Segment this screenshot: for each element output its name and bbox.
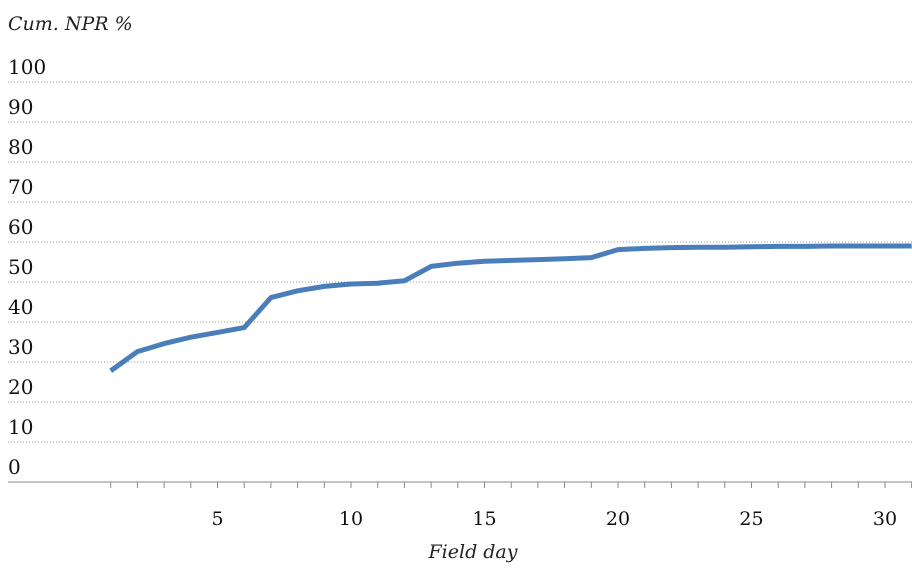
data-point-9 bbox=[322, 284, 327, 289]
y-tick-label-70: 70 bbox=[8, 175, 33, 199]
data-point-7 bbox=[268, 295, 273, 300]
data-point-18 bbox=[562, 256, 567, 261]
data-point-15 bbox=[482, 259, 487, 264]
x-tick-labels: 5 10 15 20 25 30 bbox=[211, 508, 897, 530]
data-point-22 bbox=[669, 245, 674, 250]
y-tick-label-40: 40 bbox=[8, 295, 33, 319]
data-point-26 bbox=[776, 244, 781, 249]
data-point-1 bbox=[108, 368, 113, 373]
y-tick-label-20: 20 bbox=[8, 375, 33, 399]
y-axis-label: Cum. NPR % bbox=[8, 13, 133, 35]
y-tick-label-100: 100 bbox=[8, 55, 46, 79]
data-point-2 bbox=[135, 349, 140, 354]
x-tick-marks bbox=[110, 482, 912, 488]
data-point-16 bbox=[509, 258, 514, 263]
x-tick-label-10: 10 bbox=[339, 508, 363, 530]
data-point-21 bbox=[642, 246, 647, 251]
y-tick-label-60: 60 bbox=[8, 215, 33, 239]
y-tick-label-90: 90 bbox=[8, 95, 33, 119]
data-point-5 bbox=[215, 330, 220, 335]
data-point-28 bbox=[829, 244, 834, 249]
data-point-19 bbox=[589, 255, 594, 260]
data-point-20 bbox=[616, 247, 621, 252]
gridlines bbox=[8, 81, 912, 443]
x-tick-label-5: 5 bbox=[211, 508, 223, 530]
y-tick-label-0: 0 bbox=[8, 455, 21, 479]
x-tick-label-15: 15 bbox=[472, 508, 496, 530]
data-point-3 bbox=[162, 341, 167, 346]
data-point-25 bbox=[749, 244, 754, 249]
data-point-12 bbox=[402, 278, 407, 283]
data-point-24 bbox=[722, 245, 727, 250]
data-point-4 bbox=[188, 335, 193, 340]
data-point-14 bbox=[455, 261, 460, 266]
data-point-13 bbox=[429, 264, 434, 269]
x-tick-label-20: 20 bbox=[606, 508, 630, 530]
x-tick-label-30: 30 bbox=[873, 508, 897, 530]
data-point-6 bbox=[242, 325, 247, 330]
data-point-10 bbox=[349, 282, 354, 287]
y-tick-label-50: 50 bbox=[8, 255, 33, 279]
x-axis-label: Field day bbox=[427, 541, 517, 563]
data-point-29 bbox=[856, 244, 861, 249]
data-point-23 bbox=[696, 245, 701, 250]
data-point-17 bbox=[535, 257, 540, 262]
series-line bbox=[109, 243, 912, 373]
data-point-11 bbox=[375, 281, 380, 286]
data-point-30 bbox=[883, 244, 888, 249]
x-tick-label-25: 25 bbox=[739, 508, 763, 530]
y-tick-label-80: 80 bbox=[8, 135, 33, 159]
y-tick-label-30: 30 bbox=[8, 335, 33, 359]
data-point-27 bbox=[802, 244, 807, 249]
y-tick-labels: 0 10 20 30 40 50 60 70 80 90 100 bbox=[8, 55, 46, 479]
series-group bbox=[108, 243, 912, 373]
data-point-8 bbox=[295, 288, 300, 293]
y-tick-label-10: 10 bbox=[8, 415, 33, 439]
